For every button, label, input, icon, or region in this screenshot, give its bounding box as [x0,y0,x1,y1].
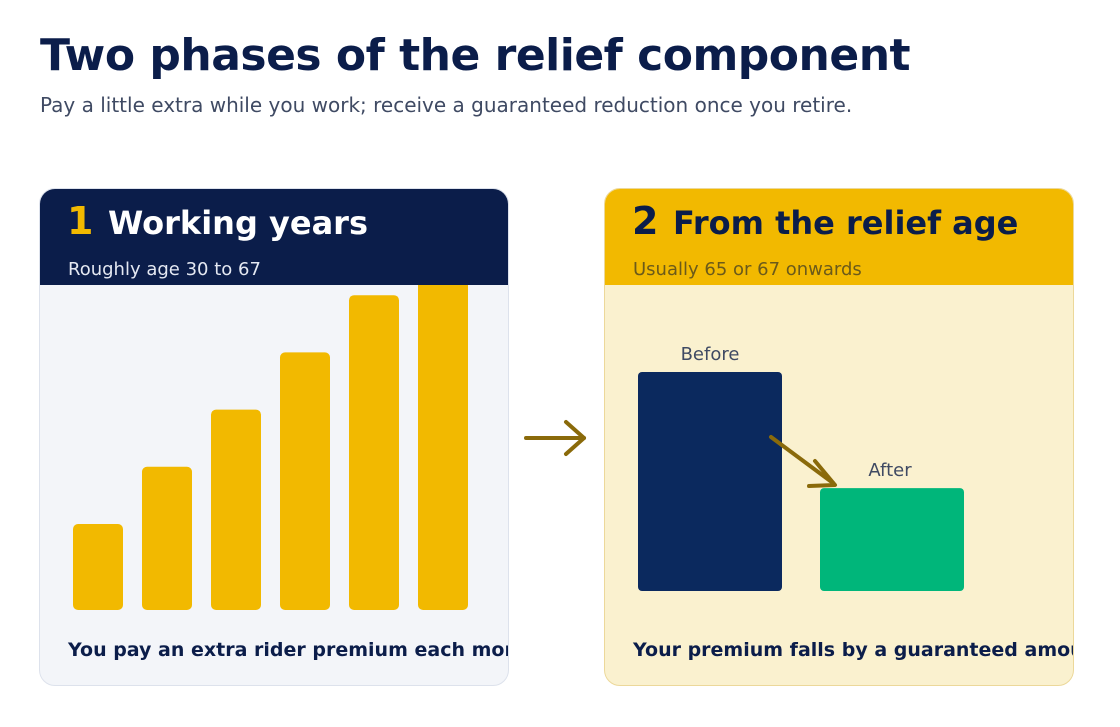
phase-title: Working years [108,204,368,242]
premium-bar [142,466,192,610]
rising-premium-bars [73,238,468,610]
phase-card-working-years: 1 Working years Roughly age 30 to 67 You… [39,188,509,686]
phase-subtitle: Usually 65 or 67 onwards [633,259,862,280]
page-subtitle: Pay a little extra while you work; recei… [40,93,853,117]
after-premium-bar [820,488,964,591]
phase-caption: You pay an extra rider premium each mont… [68,639,509,661]
phase-card-header: 2 From the relief age Usually 65 or 67 o… [605,189,1073,285]
before-premium-bar [638,372,782,591]
phase-subtitle: Roughly age 30 to 67 [68,259,261,280]
premium-bar [280,352,330,610]
phase-number: 1 [67,199,94,243]
phase-card-header: 1 Working years Roughly age 30 to 67 [40,189,508,285]
arrow-right-icon [524,420,586,456]
after-label: After [868,460,912,481]
premium-bar [418,238,468,610]
phase-number: 2 [632,199,659,243]
phase-title: From the relief age [673,204,1019,242]
before-after-comparison: Before After [638,344,964,591]
phase-caption: Your premium falls by a guaranteed amoun… [633,639,1074,661]
reduction-arrow-icon [769,435,837,488]
premium-bar [73,524,123,610]
premium-bar [349,295,399,610]
page-title: Two phases of the relief component [40,30,911,81]
before-label: Before [681,344,740,365]
premium-bar [211,409,261,610]
phase-card-relief-age: 2 From the relief age Usually 65 or 67 o… [604,188,1074,686]
